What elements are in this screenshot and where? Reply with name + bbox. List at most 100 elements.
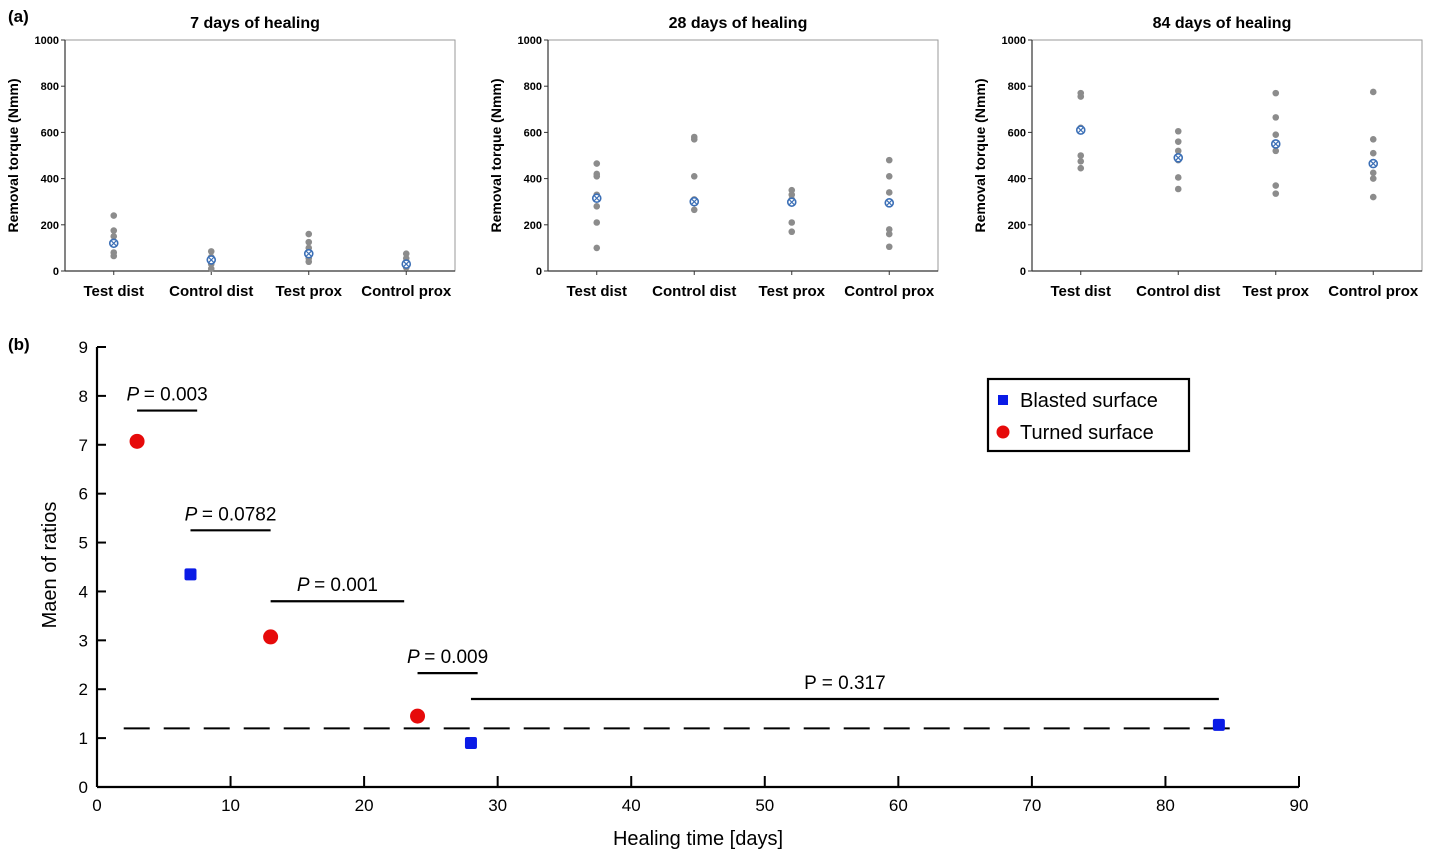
p-value-label: P = 0.317 [804, 673, 886, 694]
y-tick-label: 400 [1008, 174, 1026, 186]
y-tick-label: 2 [79, 680, 88, 699]
data-point [788, 228, 796, 236]
x-tick-label: 60 [889, 796, 908, 815]
data-point-blasted [1212, 718, 1225, 731]
plot-frame [64, 39, 456, 272]
data-point [110, 227, 118, 234]
x-tick-label: 20 [355, 796, 374, 815]
data-point [1272, 147, 1280, 155]
y-tick-label: 800 [524, 81, 542, 93]
mean-marker [786, 197, 797, 207]
data-point [885, 156, 893, 164]
chart-7-days: 7 days of healing Removal torque (Nmm) 0 20… [5, 15, 456, 300]
mean-cross [305, 250, 312, 257]
mean-marker [1173, 153, 1184, 163]
y-tick-label: 1000 [1002, 35, 1026, 47]
data-point [788, 191, 796, 199]
data-point-blasted [464, 737, 477, 749]
chart-28-days: 28 days of healing Removal torque (Nmm) 0 2… [488, 15, 939, 300]
mean-cross [208, 257, 215, 263]
y-tick-label: 1000 [35, 35, 59, 47]
legend-box [986, 377, 1191, 453]
y-tick-label: 200 [41, 220, 59, 232]
data-point [1077, 93, 1085, 100]
x-tick-label: Control prox [844, 283, 935, 300]
x-tick-label: Control dist [652, 283, 736, 300]
mean-marker [884, 198, 895, 208]
chart-title: 28 days of healing [669, 15, 808, 32]
plot-frame [1031, 39, 1423, 272]
chart-title: 7 days of healing [190, 15, 320, 32]
data-point [110, 252, 118, 260]
y-axis-label: Maen of ratios [39, 502, 61, 629]
legend-label: Blasted surface [1020, 390, 1158, 412]
data-point [1077, 157, 1085, 165]
data-point [690, 172, 698, 180]
x-tick-label: 0 [92, 796, 101, 815]
data-point [1174, 174, 1182, 181]
data-point [1369, 149, 1377, 157]
data-point [1272, 190, 1280, 197]
mean-marker [303, 248, 314, 259]
legend: Blasted surface Turned surface [986, 377, 1191, 453]
data-point [593, 244, 601, 252]
legend-swatch-turned [996, 425, 1010, 439]
data-point [1077, 152, 1085, 159]
data-point [593, 203, 601, 210]
mean-cross [1077, 127, 1084, 133]
data-point [885, 230, 893, 238]
mean-marker [1270, 139, 1281, 149]
panel-label-a: (a) [8, 7, 29, 26]
data-point [690, 206, 698, 214]
mean-marker [591, 193, 602, 204]
data-point [1369, 193, 1377, 201]
data-point [885, 243, 893, 251]
data-point [885, 226, 893, 233]
mean-cross [886, 200, 893, 206]
mean-marker [1075, 125, 1086, 135]
x-tick-label: Test dist [566, 283, 627, 300]
data-point [305, 258, 313, 266]
data-point [305, 238, 313, 246]
data-point [1272, 182, 1280, 189]
data-point [885, 189, 893, 196]
data-point [110, 212, 118, 219]
x-tick-label: 30 [488, 796, 507, 815]
y-tick-label: 8 [79, 387, 88, 406]
data-point [788, 186, 796, 194]
y-tick-label: 7 [79, 436, 88, 455]
data-point [1174, 127, 1182, 135]
legend-swatch-blasted [998, 395, 1008, 405]
y-tick-label: 6 [79, 485, 88, 504]
mean-marker [108, 238, 119, 249]
mean-marker [401, 259, 412, 269]
data-point-turned [410, 708, 426, 724]
p-value-label: P = 0.003 [127, 385, 208, 406]
mean-cross [403, 261, 410, 267]
y-tick-label: 4 [79, 582, 88, 601]
data-point-turned [263, 629, 279, 645]
y-tick-label: 600 [1008, 127, 1026, 139]
p-value-label: P = 0.0782 [185, 504, 277, 525]
data-point [1369, 169, 1377, 177]
data-point [1272, 131, 1280, 139]
x-tick-label: Test prox [759, 283, 826, 300]
x-tick-label: Control prox [361, 283, 452, 300]
chart-title: 84 days of healing [1153, 15, 1292, 32]
y-axis-label: Removal torque (Nmm) [5, 78, 21, 232]
y-tick-label: 400 [41, 174, 59, 186]
x-tick-label: 50 [755, 796, 774, 815]
y-tick-label: 5 [79, 534, 88, 553]
plot-frame [547, 39, 939, 272]
x-tick-label: 10 [221, 796, 240, 815]
data-point-blasted [184, 568, 197, 581]
y-tick-label: 200 [524, 220, 542, 232]
data-point [690, 136, 698, 143]
data-point-turned [129, 433, 145, 449]
x-tick-label: Test dist [1050, 283, 1111, 300]
mean-marker [689, 196, 700, 207]
mean-marker [206, 255, 217, 265]
y-tick-label: 600 [524, 127, 542, 139]
